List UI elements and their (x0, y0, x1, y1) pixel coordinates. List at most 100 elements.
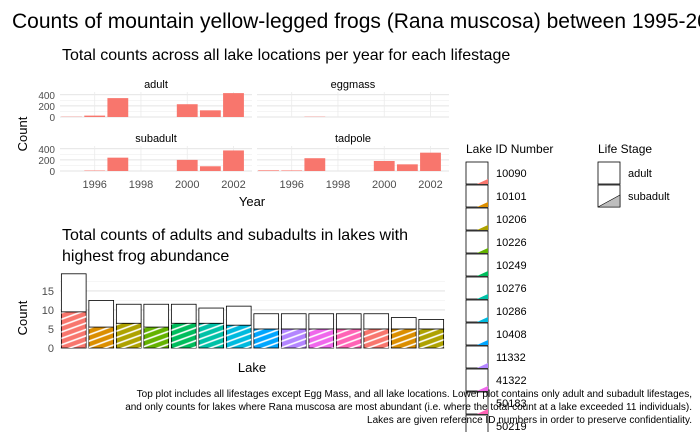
lake-bar-10226 (143, 303, 170, 349)
lake-legend-item-10090: 10090 (465, 161, 527, 185)
lake-legend-label: 10408 (496, 329, 527, 341)
life-stage-legend-items: adult subadult (597, 161, 670, 208)
bar-adult-2002 (223, 93, 244, 117)
x-tick-label: 1996 (82, 179, 106, 191)
bar-subadult-70279 (390, 317, 417, 330)
bar-subadult-10249 (170, 303, 197, 324)
bottom-chart-ylabel: Count (15, 300, 30, 335)
lake-legend-label: 50183 (496, 398, 527, 410)
figure-caption: Top plot includes all lifestages except … (125, 389, 692, 426)
bar-adult-pattern-41322 (308, 328, 334, 348)
lake-legend-items: 10090 10101 10206 10226 10249 10276 10286 10408… (465, 161, 527, 432)
top-chart-title: Total counts across all lake locations p… (62, 47, 510, 64)
lake-legend-item-41322: 41322 (465, 368, 527, 392)
bar-subadult-11332 (280, 313, 307, 330)
bar-adult-1997 (107, 98, 129, 117)
bar-adult-pattern-10206 (116, 323, 142, 348)
x-tick-label: 2000 (175, 179, 199, 191)
lake-bar-41322 (308, 313, 335, 349)
lake-legend-label: 50219 (496, 421, 527, 432)
facet-strip-label: adult (144, 79, 168, 91)
lake-legend-item-10226: 10226 (465, 230, 527, 254)
x-tick-label: 1998 (326, 179, 350, 191)
lake-bar-10101 (88, 300, 115, 349)
bar-adult-2001 (199, 110, 221, 117)
x-tick-label: 2000 (372, 179, 396, 191)
life-stage-legend-key (597, 161, 621, 185)
bar-adult-pattern-50183 (336, 328, 362, 348)
bar-subadult-10408 (253, 313, 280, 330)
facet-strip-label: tadpole (335, 133, 371, 145)
lake-legend-title: Lake ID Number (466, 142, 553, 156)
lake-legend-label: 10206 (496, 214, 527, 226)
bottom-chart-xlabel: Lake (238, 360, 266, 375)
bar-subadult-50219 (363, 313, 390, 330)
lake-legend-label: 10276 (496, 283, 527, 295)
bottom-chart: Total counts of adults and subadults in … (15, 227, 445, 375)
y-tick-label: 0 (49, 113, 55, 124)
life-stage-legend-item-adult: adult (597, 161, 652, 185)
x-tick-label: 1998 (129, 179, 153, 191)
lake-legend-label: 11332 (496, 352, 526, 364)
bar-tadpole-2000 (373, 161, 395, 171)
y-tick-label: 0 (49, 167, 55, 178)
bar-subadult-10286 (225, 305, 252, 326)
lake-bar-70327 (418, 319, 445, 349)
lake-legend-swatch (477, 340, 488, 345)
bar-subadult-2001 (199, 166, 221, 171)
lake-legend-label: 41322 (496, 375, 527, 387)
lake-legend-swatch (477, 179, 488, 184)
y-tick-label: 400 (38, 145, 55, 156)
bar-subadult-2000 (176, 159, 198, 171)
y-tick-label: 0 (48, 343, 54, 355)
facet-panel-bg (257, 92, 449, 117)
lake-legend-label: 10090 (496, 168, 527, 180)
bar-tadpole-1996 (281, 170, 303, 171)
bar-adult-pattern-10101 (88, 327, 114, 348)
lake-legend-item-10249: 10249 (465, 253, 527, 277)
caption-line-1: Top plot includes all lifestages except … (137, 389, 692, 400)
facet-strip-label: eggmass (331, 79, 376, 91)
lake-legend-swatch (477, 248, 488, 253)
caption-line-3: Lakes are given reference ID numbers in … (367, 415, 692, 426)
bar-subadult-41322 (308, 313, 335, 330)
top-chart-xlabel: Year (239, 194, 266, 209)
bar-subadult-10101 (88, 300, 115, 328)
lake-legend-item-10206: 10206 (465, 207, 527, 231)
lake-bar-10090 (60, 273, 87, 349)
bottom-chart-title-line-1: Total counts of adults and subadults in … (62, 227, 408, 244)
bar-subadult-10090 (60, 273, 87, 313)
facet-panel-tadpole: tadpole 1996 1998 2000 2002 (257, 133, 449, 191)
bar-adult-pattern-70279 (391, 328, 417, 348)
lake-bar-10286 (225, 305, 252, 349)
top-chart: Total counts across all lake locations p… (15, 47, 510, 209)
bar-tadpole-1995 (258, 170, 279, 171)
facet-strip-label: subadult (135, 133, 177, 145)
lake-legend-swatch (477, 294, 488, 299)
bar-tadpole-2002 (420, 152, 441, 171)
bar-subadult-1997 (107, 157, 129, 171)
life-stage-legend-swatch (597, 194, 621, 208)
facet-panel-eggmass: eggmass (257, 79, 449, 118)
bar-subadult-10226 (143, 303, 170, 328)
bar-subadult-10206 (115, 303, 142, 324)
y-tick-label: 5 (48, 324, 54, 336)
bar-subadult-70327 (418, 319, 445, 330)
bar-adult-pattern-10226 (143, 327, 169, 348)
bottom-chart-title-line-2: highest frog abundance (62, 248, 229, 265)
lake-legend-item-50219: 50219 (465, 414, 527, 432)
lake-legend-swatch (477, 225, 488, 230)
lake-legend-item-10276: 10276 (465, 276, 527, 300)
lake-bar-10249 (170, 303, 197, 349)
lake-bar-10276 (198, 307, 225, 349)
lake-bar-50183 (335, 313, 362, 349)
bar-adult-pattern-10090 (61, 311, 87, 348)
lake-legend-swatch (477, 386, 488, 391)
life-stage-legend-label: subadult (628, 191, 670, 203)
bar-subadult-2002 (223, 150, 244, 171)
life-stage-legend-label: adult (628, 168, 652, 180)
y-tick-label: 200 (38, 156, 55, 167)
